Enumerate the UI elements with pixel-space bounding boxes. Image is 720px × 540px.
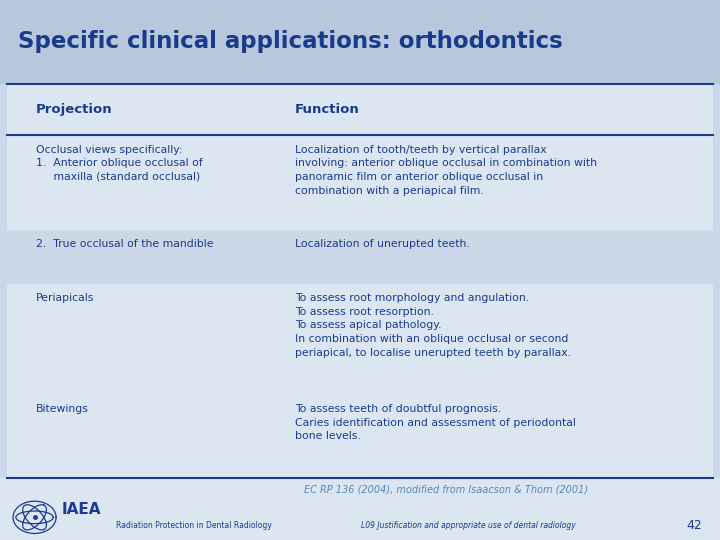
Text: IAEA: IAEA <box>61 502 101 517</box>
Text: Localization of unerupted teeth.: Localization of unerupted teeth. <box>295 239 470 249</box>
Text: Projection: Projection <box>36 103 112 116</box>
Text: To assess teeth of doubtful prognosis.
Caries identification and assessment of p: To assess teeth of doubtful prognosis. C… <box>295 404 576 441</box>
Text: EC RP 136 (2004), modified from Isaacson & Thom (2001): EC RP 136 (2004), modified from Isaacson… <box>305 485 588 495</box>
Text: Bitewings: Bitewings <box>36 404 89 414</box>
Text: L09 Justification and appropriate use of dental radiology: L09 Justification and appropriate use of… <box>361 522 575 530</box>
Text: Occlusal views specifically:
1.  Anterior oblique occlusal of
     maxilla (stan: Occlusal views specifically: 1. Anterior… <box>36 145 203 182</box>
Text: Localization of tooth/teeth by vertical parallax
involving: anterior oblique occ: Localization of tooth/teeth by vertical … <box>295 145 597 195</box>
Text: Radiation Protection in Dental Radiology: Radiation Protection in Dental Radiology <box>117 522 272 530</box>
Text: Periapicals: Periapicals <box>36 293 94 303</box>
FancyBboxPatch shape <box>7 230 713 284</box>
Text: 42: 42 <box>686 519 702 532</box>
FancyBboxPatch shape <box>0 0 720 84</box>
Text: To assess root morphology and angulation.
To assess root resorption.
To assess a: To assess root morphology and angulation… <box>295 293 571 357</box>
Text: 2.  True occlusal of the mandible: 2. True occlusal of the mandible <box>36 239 214 249</box>
FancyBboxPatch shape <box>0 478 720 540</box>
Text: Function: Function <box>295 103 360 116</box>
Text: Specific clinical applications: orthodontics: Specific clinical applications: orthodon… <box>18 30 563 53</box>
FancyBboxPatch shape <box>7 84 713 478</box>
